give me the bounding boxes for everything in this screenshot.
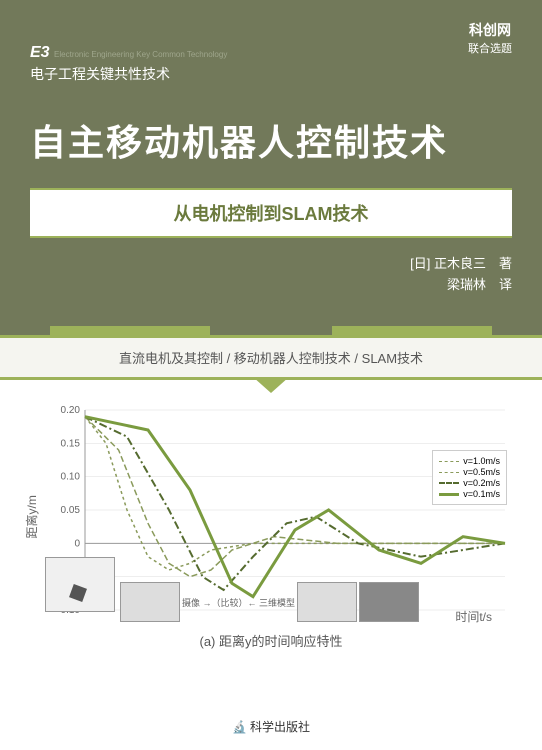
publisher: 🔬 科学出版社 bbox=[0, 718, 542, 735]
response-chart: 距离y/m 时间t/s 0.200.150.100.050-0.05-0.10 … bbox=[0, 380, 542, 680]
svg-text:0.15: 0.15 bbox=[61, 438, 81, 449]
x-axis-label: 时间t/s bbox=[455, 608, 492, 625]
topics-bar: 直流电机及其控制 / 移动机器人控制技术 / SLAM技术 bbox=[0, 335, 542, 380]
model-thumb bbox=[297, 582, 357, 622]
series-badge: E3 bbox=[30, 44, 50, 61]
y-axis-label: 距离y/m bbox=[23, 495, 40, 538]
series-logo: E3 Electronic Engineering Key Common Tec… bbox=[30, 44, 512, 84]
translator-line: 梁瑞林 译 bbox=[30, 275, 512, 296]
svg-text:0.05: 0.05 bbox=[61, 505, 81, 516]
image-comparison: 摄像 →（比较）← 三维模型 bbox=[120, 582, 419, 622]
svg-text:0: 0 bbox=[74, 538, 80, 549]
series-en: Electronic Engineering Key Common Techno… bbox=[54, 50, 227, 59]
author-line: [日] 正木良三 著 bbox=[30, 254, 512, 275]
chart-caption: (a) 距离y的时间响应特性 bbox=[0, 631, 542, 650]
brand-main: 科创网 bbox=[468, 20, 512, 40]
book-title: 自主移动机器人控制技术 bbox=[30, 114, 512, 166]
topic-1: 直流电机及其控制 bbox=[119, 351, 223, 366]
svg-text:0.10: 0.10 bbox=[61, 472, 81, 483]
subtitle-block: 从电机控制到SLAM技术 bbox=[30, 188, 512, 238]
topic-3: SLAM技术 bbox=[362, 351, 423, 366]
topic-2: 移动机器人控制技术 bbox=[234, 351, 351, 366]
camera-thumb bbox=[120, 582, 180, 622]
series-zh: 电子工程关键共性技术 bbox=[30, 64, 512, 84]
aerial-thumb bbox=[359, 582, 419, 622]
sensor-diagram-thumb bbox=[45, 557, 115, 612]
book-subtitle: 从电机控制到SLAM技术 bbox=[30, 200, 512, 226]
header: 科创网 联合选题 E3 Electronic Engineering Key C… bbox=[0, 0, 542, 335]
authors: [日] 正木良三 著 梁瑞林 译 bbox=[30, 254, 512, 296]
brand-logo-right: 科创网 联合选题 bbox=[468, 20, 512, 56]
svg-text:0.20: 0.20 bbox=[61, 405, 81, 416]
chart-legend: v=1.0m/sv=0.5m/sv=0.2m/sv=0.1m/s bbox=[432, 450, 507, 505]
brand-sub: 联合选题 bbox=[468, 40, 512, 56]
comparison-label: 摄像 →（比较）← 三维模型 bbox=[182, 596, 295, 609]
